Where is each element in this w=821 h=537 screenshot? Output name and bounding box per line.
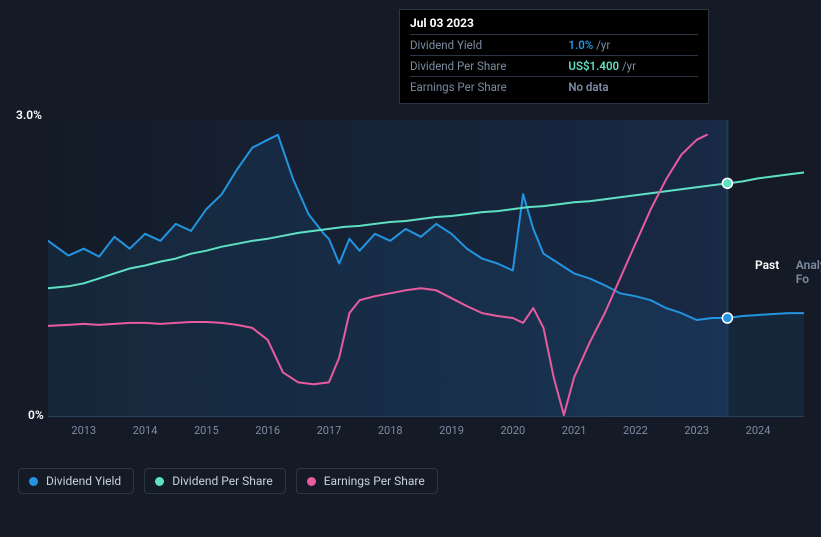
tooltip-row: Dividend Per ShareUS$1.400 /yr (410, 56, 698, 77)
x-axis-tick: 2021 (562, 424, 587, 437)
x-axis-tick: 2014 (133, 424, 158, 437)
tooltip-date: Jul 03 2023 (410, 16, 698, 34)
dividend-chart: 3.0% 0% PastAnalysts Fo 2013 2014 2015 2016… (0, 0, 821, 508)
tooltip-row: Dividend Yield1.0% /yr (410, 35, 698, 56)
tooltip-row-value: No data (568, 77, 698, 98)
legend-item-earnings-per-share[interactable]: Earnings Per Share (296, 468, 438, 494)
legend-dot-icon (155, 477, 164, 486)
tooltip-row-label: Dividend Yield (410, 35, 568, 56)
x-axis-tick: 2023 (684, 424, 709, 437)
chart-svg (48, 120, 804, 417)
x-axis-tick: 2016 (255, 424, 280, 437)
chart-tooltip: Jul 03 2023 Dividend Yield1.0% /yrDivide… (399, 9, 709, 104)
chart-plot-area[interactable]: PastAnalysts Fo (48, 120, 804, 417)
tooltip-row-value: 1.0% /yr (568, 35, 698, 56)
x-axis-tick: 2013 (71, 424, 96, 437)
tooltip-row-label: Earnings Per Share (410, 77, 568, 98)
x-axis-tick: 2019 (439, 424, 464, 437)
legend-label: Dividend Per Share (172, 474, 273, 488)
y-axis-tick-max: 3.0% (16, 108, 42, 122)
x-axis-ticks: 2013 2014 2015 2016 2017 2018 2019 2020 2021 2022… (48, 424, 804, 440)
x-axis-tick: 2020 (500, 424, 525, 437)
y-axis-tick-min: 0% (28, 408, 44, 422)
tooltip-row-label: Dividend Per Share (410, 56, 568, 77)
legend-label: Dividend Yield (46, 474, 121, 488)
tooltip-row-value: US$1.400 /yr (568, 56, 698, 77)
legend-dot-icon (29, 477, 38, 486)
legend-label: Earnings Per Share (324, 474, 425, 488)
x-axis-tick: 2024 (746, 424, 771, 437)
chart-legend: Dividend Yield Dividend Per Share Earnings… (18, 468, 438, 494)
legend-dot-icon (307, 477, 316, 486)
tooltip-row: Earnings Per ShareNo data (410, 77, 698, 98)
x-axis-tick: 2015 (194, 424, 219, 437)
x-axis-tick: 2022 (623, 424, 648, 437)
x-axis-tick: 2018 (378, 424, 403, 437)
legend-item-dividend-yield[interactable]: Dividend Yield (18, 468, 134, 494)
x-axis-tick: 2017 (317, 424, 342, 437)
tooltip-table: Dividend Yield1.0% /yrDividend Per Share… (410, 34, 698, 97)
legend-item-dividend-per-share[interactable]: Dividend Per Share (144, 468, 286, 494)
